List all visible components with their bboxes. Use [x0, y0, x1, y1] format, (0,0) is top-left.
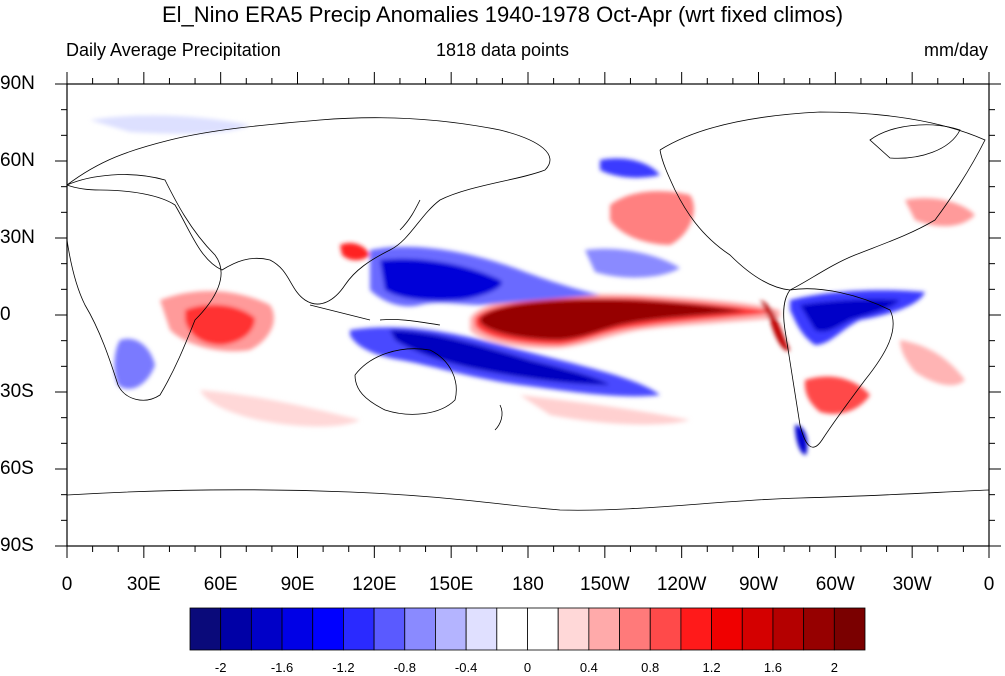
longitude-label: 180 — [512, 574, 544, 595]
latitude-label: 30S — [0, 381, 34, 402]
data-count-label: 1818 data points — [435, 40, 570, 60]
longitude-label: 60W — [815, 574, 855, 595]
colorbar-swatch — [619, 607, 651, 651]
colorbar-label: -2 — [214, 660, 227, 675]
colorbar-swatch — [312, 607, 344, 651]
longitude-label: 30W — [892, 574, 932, 595]
longitude-label: 90E — [280, 574, 315, 595]
latitude-label: 30N — [0, 227, 35, 248]
latitude-label: 60S — [0, 458, 34, 479]
anomaly-field — [90, 115, 975, 455]
colorbar-label: 0 — [523, 660, 532, 675]
longitude-label: 150E — [428, 574, 474, 595]
colorbar-swatch — [465, 607, 498, 651]
colorbar — [189, 607, 866, 651]
latitude-label: 90N — [0, 73, 35, 94]
colorbar-swatch — [373, 607, 406, 651]
units-label: mm/day — [923, 40, 988, 60]
colorbar-swatch — [435, 607, 467, 651]
longitude-label: 30E — [126, 574, 161, 595]
colorbar-label: -1.2 — [332, 660, 355, 675]
colorbar-label: 2 — [830, 660, 838, 675]
longitude-label: 0 — [983, 574, 995, 595]
colorbar-swatch — [220, 607, 252, 651]
colorbar-swatch — [250, 607, 283, 651]
colorbar-label: -0.4 — [454, 660, 478, 675]
latitude-label: 60N — [0, 150, 35, 171]
colorbar-swatch — [741, 607, 774, 651]
longitude-label: 120W — [656, 574, 707, 595]
colorbar-swatch — [527, 607, 559, 651]
latitude-label: 0 — [0, 304, 11, 325]
variable-label: Daily Average Precipitation — [66, 40, 281, 60]
chart-title: El_Nino ERA5 Precip Anomalies 1940-1978 … — [161, 2, 844, 27]
colorbar-label: 0.4 — [579, 660, 598, 675]
colorbar-label: -1.6 — [270, 660, 294, 675]
colorbar-swatch — [649, 607, 682, 651]
longitude-label: 120E — [352, 574, 397, 595]
colorbar-swatch — [711, 607, 743, 651]
colorbar-swatch — [189, 607, 222, 651]
longitude-label: 0 — [61, 574, 73, 595]
latitude-label: 90S — [0, 535, 34, 556]
coastlines — [66, 111, 990, 511]
colorbar-label: 0.8 — [641, 660, 660, 675]
longitude-label: 150W — [580, 574, 630, 595]
colorbar-swatch — [772, 607, 805, 651]
longitude-label: 90W — [738, 574, 779, 595]
colorbar-swatch — [680, 607, 712, 651]
colorbar-label: 1.2 — [702, 660, 721, 675]
map-plot-area — [66, 83, 990, 547]
colorbar-swatch — [281, 607, 314, 651]
colorbar-label: 1.6 — [763, 660, 782, 675]
colorbar-swatch — [343, 607, 375, 651]
colorbar-swatch — [833, 607, 866, 651]
longitude-label: 60E — [203, 574, 238, 595]
colorbar-swatch — [557, 607, 590, 651]
colorbar-swatch — [496, 607, 528, 651]
colorbar-swatch — [588, 607, 620, 651]
colorbar-swatch — [404, 607, 436, 651]
colorbar-label: -0.8 — [393, 660, 416, 675]
axis-ticks — [55, 72, 1001, 558]
colorbar-swatch — [803, 607, 835, 651]
